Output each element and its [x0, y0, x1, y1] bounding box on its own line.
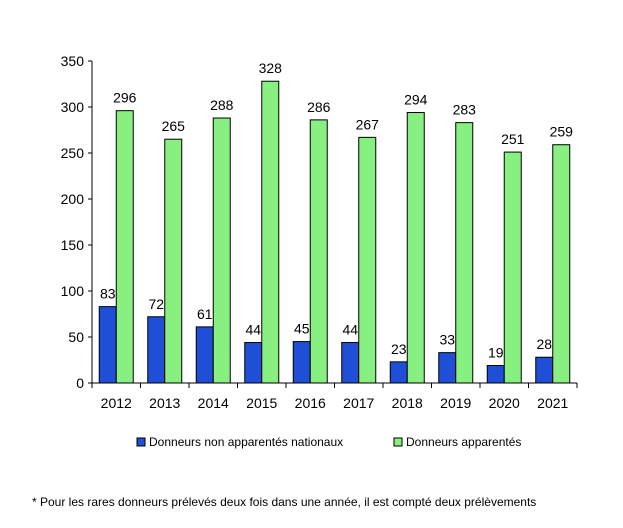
- data-label: 283: [453, 102, 477, 118]
- legend-swatch: [136, 437, 146, 447]
- bar: [552, 144, 571, 384]
- data-label: 288: [210, 97, 234, 113]
- x-tick-label: 2012: [101, 395, 132, 411]
- x-tick-label: 2013: [149, 395, 180, 411]
- bar: [535, 356, 554, 384]
- bar: [309, 119, 328, 384]
- legend-swatch: [393, 437, 403, 447]
- data-label: 286: [307, 99, 331, 115]
- bar: [115, 110, 134, 384]
- x-tick-label: 2015: [246, 395, 277, 411]
- y-tick-label: 300: [61, 99, 85, 115]
- data-label: 265: [162, 118, 186, 134]
- bar: [341, 342, 360, 384]
- x-tick-label: 2016: [295, 395, 326, 411]
- data-label: 61: [197, 306, 213, 322]
- bar: [438, 352, 457, 384]
- data-label: 44: [342, 322, 358, 338]
- footnote: * Pour les rares donneurs prélevés deux …: [32, 495, 537, 509]
- bar: [406, 112, 425, 384]
- data-label: 267: [356, 116, 380, 132]
- y-tick-label: 150: [61, 237, 85, 253]
- bar: [98, 306, 117, 384]
- x-tick-label: 2019: [440, 395, 471, 411]
- bar: [147, 316, 166, 384]
- bar: [389, 361, 408, 384]
- chart-axes: 0 50 100 150 200 250 300 350: [61, 53, 578, 391]
- data-label: 296: [113, 90, 137, 106]
- y-tick-label: 50: [68, 329, 84, 345]
- data-label: 328: [259, 60, 283, 76]
- x-tick-label: 2017: [343, 395, 374, 411]
- y-tick-label: 350: [61, 53, 85, 69]
- bar: [164, 138, 183, 384]
- legend-label: Donneurs apparentés: [406, 435, 521, 449]
- bar: [358, 136, 377, 384]
- chart-bars: [98, 80, 571, 384]
- bar: [261, 80, 280, 384]
- x-tick-label: 2020: [489, 395, 520, 411]
- data-label: 83: [100, 286, 116, 302]
- bar: [195, 326, 214, 384]
- data-label: 45: [294, 321, 310, 337]
- data-label: 72: [148, 296, 164, 312]
- data-label: 294: [404, 92, 428, 108]
- bar: [486, 365, 505, 384]
- bar: [244, 342, 263, 384]
- bar: [292, 341, 311, 384]
- y-tick-label: 100: [61, 283, 85, 299]
- data-label: 19: [488, 345, 504, 361]
- bar: [455, 122, 474, 384]
- bar: [212, 117, 231, 384]
- data-label: 259: [550, 124, 574, 140]
- chart-legend: Donneurs non apparentés nationaux Donneur…: [136, 435, 521, 449]
- x-tick-label: 2018: [392, 395, 423, 411]
- y-tick-label: 0: [76, 375, 84, 391]
- x-tick-label: 2021: [537, 395, 568, 411]
- data-label: 23: [391, 341, 407, 357]
- data-label: 251: [501, 131, 525, 147]
- y-tick-label: 200: [61, 191, 85, 207]
- data-label: 33: [439, 332, 455, 348]
- legend-label: Donneurs non apparentés nationaux: [149, 435, 343, 449]
- bar: [503, 151, 522, 384]
- chart-labels: 2012 2013 2014 2015 2016 2017 2018 2019 2020 2021…: [100, 60, 573, 411]
- data-label: 28: [536, 336, 552, 352]
- x-tick-label: 2014: [198, 395, 229, 411]
- data-label: 44: [245, 322, 261, 338]
- y-tick-label: 250: [61, 145, 85, 161]
